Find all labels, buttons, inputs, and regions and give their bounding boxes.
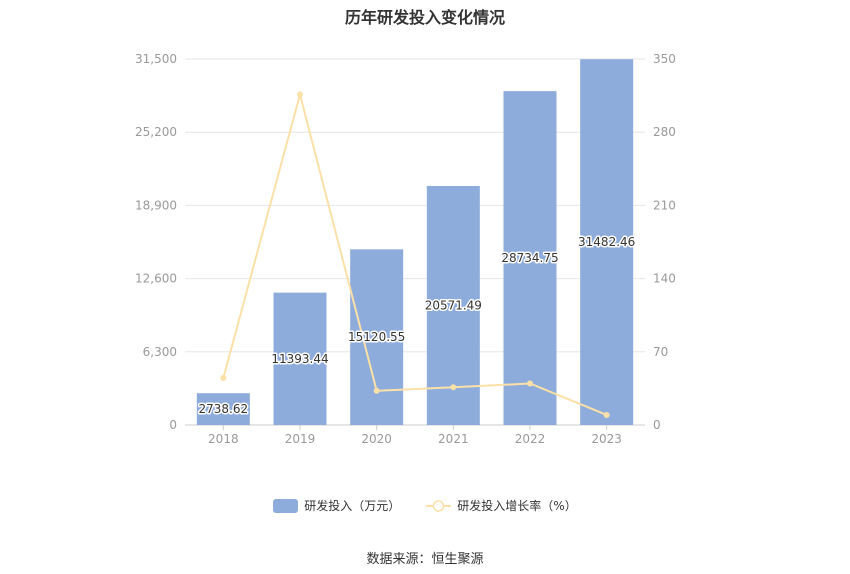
bar-data-label: 31482.46	[578, 235, 635, 249]
growth-point	[220, 374, 227, 381]
growth-point	[373, 387, 380, 394]
x-tick-label: 2018	[208, 432, 239, 446]
growth-point	[603, 411, 610, 418]
x-tick-label: 2022	[515, 432, 546, 446]
bar-labels: 2738.62 11393.44 15120.55 20571.49 28734.75 3…	[197, 234, 637, 418]
right-tick-label: 210	[653, 198, 676, 212]
left-axis: 0 6,300 12,600 18,900 25,200 31,500	[135, 52, 177, 432]
x-tick-label: 2020	[361, 432, 392, 446]
x-tick-label: 2019	[285, 432, 316, 446]
growth-point	[297, 91, 303, 98]
legend-label-rd-investment: 研发投入（万元）	[304, 499, 401, 513]
legend-bar-swatch	[273, 498, 299, 513]
bar-data-label: 15120.55	[348, 330, 405, 344]
growth-point	[450, 384, 457, 391]
legend: 研发投入（万元） 研发投入增长率（%）	[0, 497, 850, 514]
legend-label-growth-rate: 研发投入增长率（%）	[457, 499, 577, 513]
right-tick-label: 70	[653, 345, 668, 359]
right-tick-label: 0	[653, 418, 661, 432]
left-tick-label: 0	[169, 418, 177, 432]
bar	[503, 91, 557, 425]
bar	[350, 249, 404, 425]
legend-line-swatch	[426, 499, 452, 513]
bar-data-label: 2738.62	[199, 402, 249, 416]
left-tick-label: 18,900	[135, 198, 177, 212]
line-series	[220, 90, 610, 418]
bar-series	[196, 59, 634, 425]
legend-item-rd-investment[interactable]: 研发投入（万元）	[273, 497, 400, 514]
left-tick-label: 25,200	[135, 125, 177, 139]
bar	[273, 292, 327, 425]
left-tick-label: 12,600	[135, 272, 177, 286]
left-tick-label: 6,300	[143, 345, 177, 359]
growth-line	[222, 90, 608, 416]
right-tick-label: 140	[653, 272, 676, 286]
bar-data-label: 28734.75	[501, 251, 558, 265]
bar	[580, 59, 634, 425]
x-tick-label: 2023	[591, 432, 622, 446]
source-note: 数据来源：恒生聚源	[366, 552, 484, 567]
bar	[196, 393, 250, 425]
growth-point	[527, 380, 533, 387]
legend-item-growth-rate[interactable]: 研发投入增长率（%）	[426, 497, 577, 514]
left-tick-label: 31,500	[135, 52, 177, 66]
right-tick-label: 350	[653, 52, 676, 66]
bar-data-label: 11393.44	[271, 352, 328, 366]
grid-lines	[185, 58, 645, 426]
right-axis: 0 70 140 210 280 350	[653, 52, 676, 432]
bar-data-label: 20571.49	[425, 298, 482, 312]
x-tick-label: 2021	[438, 432, 469, 446]
chart-title: 历年研发投入变化情况	[344, 8, 505, 27]
x-axis: 2018 2019 2020 2021 2022 2023	[208, 425, 622, 446]
right-tick-label: 280	[653, 125, 676, 139]
